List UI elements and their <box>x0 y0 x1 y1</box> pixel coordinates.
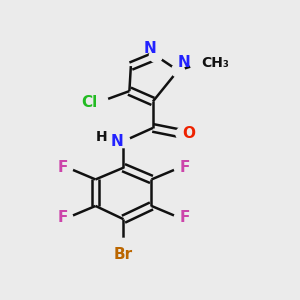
Text: F: F <box>179 160 190 175</box>
Text: F: F <box>179 210 190 225</box>
Text: F: F <box>57 160 68 175</box>
Text: CH₃: CH₃ <box>202 56 230 70</box>
Circle shape <box>62 212 73 223</box>
Circle shape <box>62 162 73 173</box>
Text: H: H <box>96 130 107 144</box>
Text: F: F <box>57 210 68 225</box>
Text: Br: Br <box>114 247 133 262</box>
Circle shape <box>103 132 112 142</box>
Text: N: N <box>111 134 124 149</box>
Circle shape <box>115 238 132 256</box>
Circle shape <box>174 162 185 173</box>
Circle shape <box>176 127 189 140</box>
Circle shape <box>149 49 162 62</box>
Circle shape <box>117 135 130 148</box>
Circle shape <box>172 64 184 77</box>
Circle shape <box>190 52 213 74</box>
Circle shape <box>174 212 185 223</box>
Text: N: N <box>178 56 191 70</box>
Text: N: N <box>143 41 156 56</box>
Text: O: O <box>182 126 195 141</box>
Text: Cl: Cl <box>81 95 97 110</box>
Circle shape <box>86 92 108 114</box>
